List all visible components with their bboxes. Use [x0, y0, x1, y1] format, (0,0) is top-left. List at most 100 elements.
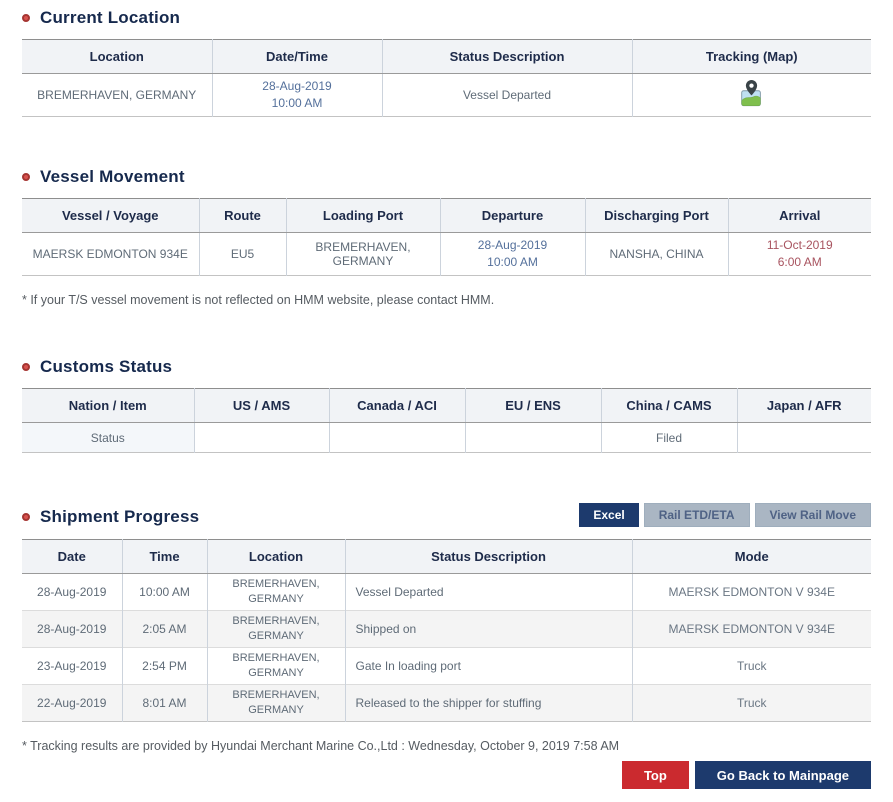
- section-title: Vessel Movement: [40, 167, 185, 186]
- time-cell: 8:01 AM: [121, 684, 207, 722]
- canada-aci-status-cell: [328, 422, 465, 453]
- table-row: BREMERHAVEN, GERMANY 28-Aug-2019 10:00 A…: [22, 73, 871, 117]
- loading-port-cell: BREMERHAVEN, GERMANY: [285, 232, 440, 276]
- table-row: 22-Aug-2019 8:01 AM BREMERHAVEN, GERMANY…: [22, 684, 871, 722]
- column-header-datetime: Date/Time: [211, 39, 382, 74]
- china-cams-status-cell: Filed: [600, 422, 737, 453]
- column-header-status-description: Status Description: [344, 539, 632, 574]
- section-title: Current Location: [40, 8, 181, 27]
- column-header-tracking-map: Tracking (Map): [631, 39, 871, 74]
- location-line: GERMANY: [248, 630, 304, 642]
- time-cell: 10:00 AM: [121, 573, 207, 611]
- date-cell: 23-Aug-2019: [22, 647, 122, 685]
- section-bullet-icon: [22, 14, 30, 22]
- customs-status-section: Customs Status Nation / Item US / AMS Ca…: [22, 357, 871, 453]
- date-cell: 28-Aug-2019: [22, 610, 122, 648]
- mode-cell: MAERSK EDMONTON V 934E: [631, 610, 871, 648]
- location-cell: BREMERHAVEN, GERMANY: [206, 573, 345, 611]
- column-header-departure: Departure: [439, 198, 585, 233]
- time-text: 6:00 AM: [777, 255, 822, 269]
- location-cell: BREMERHAVEN, GERMANY: [206, 610, 345, 648]
- status-description-cell: Vessel Departed: [344, 573, 632, 611]
- column-header-date: Date: [22, 539, 122, 574]
- vessel-voyage-cell: MAERSK EDMONTON 934E: [22, 232, 199, 276]
- go-back-to-mainpage-button[interactable]: Go Back to Mainpage: [694, 761, 871, 789]
- section-bullet-icon: [22, 363, 30, 371]
- table-row: 28-Aug-2019 10:00 AM BREMERHAVEN, GERMAN…: [22, 573, 871, 611]
- shipment-progress-table: Date Time Location Status Description Mo…: [22, 539, 871, 722]
- tracking-map-cell: [631, 73, 871, 117]
- mode-cell: Truck: [631, 647, 871, 685]
- column-header-japan-afr: Japan / AFR: [736, 388, 871, 423]
- tracking-results-note: * Tracking results are provided by Hyund…: [22, 739, 620, 753]
- column-header-mode: Mode: [631, 539, 871, 574]
- table-row: Status Filed: [22, 422, 871, 453]
- location-line: GERMANY: [248, 667, 304, 679]
- datetime-cell: 28-Aug-2019 10:00 AM: [211, 73, 382, 117]
- column-header-discharging-port: Discharging Port: [584, 198, 728, 233]
- mode-cell: MAERSK EDMONTON V 934E: [631, 573, 871, 611]
- time-cell: 2:54 PM: [121, 647, 207, 685]
- time-cell: 2:05 AM: [121, 610, 207, 648]
- status-description-cell: Vessel Departed: [381, 73, 632, 117]
- column-header-location: Location: [206, 539, 345, 574]
- status-description-cell: Gate In loading port: [344, 647, 632, 685]
- customs-status-heading: Customs Status: [22, 357, 871, 377]
- section-title: Shipment Progress: [40, 507, 200, 526]
- japan-afr-status-cell: [736, 422, 871, 453]
- status-description-cell: Released to the shipper for stuffing: [344, 684, 632, 722]
- vessel-movement-section: Vessel Movement Vessel / Voyage Route Lo…: [22, 167, 871, 307]
- column-header-route: Route: [198, 198, 286, 233]
- column-header-china-cams: China / CAMS: [600, 388, 737, 423]
- location-cell: BREMERHAVEN, GERMANY: [206, 647, 345, 685]
- discharging-port-cell: NANSHA, CHINA: [584, 232, 728, 276]
- location-line: BREMERHAVEN,: [232, 578, 320, 591]
- column-header-eu-ens: EU / ENS: [464, 388, 601, 423]
- date-cell: 28-Aug-2019: [22, 573, 122, 611]
- date-text: 28-Aug-2019: [477, 238, 548, 253]
- rail-etd-eta-button[interactable]: Rail ETD/ETA: [643, 503, 750, 527]
- time-text: 10:00 AM: [487, 255, 538, 269]
- vessel-movement-table: Vessel / Voyage Route Loading Port Depar…: [22, 198, 871, 276]
- map-pin-icon[interactable]: [740, 79, 763, 108]
- date-text: 11-Oct-2019: [766, 238, 833, 253]
- current-location-table: Location Date/Time Status Description Tr…: [22, 39, 871, 117]
- date-text: 28-Aug-2019: [262, 79, 332, 94]
- location-line: BREMERHAVEN,: [232, 615, 320, 628]
- location-cell: BREMERHAVEN, GERMANY: [206, 684, 345, 722]
- location-line: BREMERHAVEN,: [232, 652, 320, 665]
- location-line: BREMERHAVEN,: [232, 689, 320, 702]
- table-row: 23-Aug-2019 2:54 PM BREMERHAVEN, GERMANY…: [22, 647, 871, 685]
- us-ams-status-cell: [193, 422, 329, 453]
- column-header-canada-aci: Canada / ACI: [328, 388, 465, 423]
- table-row: MAERSK EDMONTON 934E EU5 BREMERHAVEN, GE…: [22, 232, 871, 276]
- column-header-us-ams: US / AMS: [193, 388, 329, 423]
- arrival-cell: 11-Oct-2019 6:00 AM: [727, 232, 871, 276]
- shipment-progress-heading: Shipment Progress: [22, 507, 199, 527]
- column-header-loading-port: Loading Port: [285, 198, 440, 233]
- status-description-cell: Shipped on: [344, 610, 632, 648]
- eu-ens-status-cell: [464, 422, 601, 453]
- section-bullet-icon: [22, 513, 30, 521]
- departure-cell: 28-Aug-2019 10:00 AM: [439, 232, 585, 276]
- excel-button[interactable]: Excel: [579, 503, 639, 527]
- mode-cell: Truck: [631, 684, 871, 722]
- column-header-location: Location: [22, 39, 212, 74]
- section-bullet-icon: [22, 173, 30, 181]
- top-button[interactable]: Top: [621, 761, 689, 789]
- route-cell: EU5: [198, 232, 286, 276]
- shipment-progress-section: Shipment Progress Excel Rail ETD/ETA Vie…: [22, 503, 871, 722]
- location-line: GERMANY: [248, 593, 304, 605]
- date-cell: 22-Aug-2019: [22, 684, 122, 722]
- table-row: 28-Aug-2019 2:05 AM BREMERHAVEN, GERMANY…: [22, 610, 871, 648]
- view-rail-move-button[interactable]: View Rail Move: [754, 503, 871, 527]
- column-header-status-description: Status Description: [381, 39, 632, 74]
- status-row-label: Status: [22, 422, 194, 453]
- column-header-time: Time: [121, 539, 207, 574]
- location-line: GERMANY: [248, 704, 304, 716]
- location-cell: BREMERHAVEN, GERMANY: [22, 73, 212, 117]
- column-header-arrival: Arrival: [727, 198, 871, 233]
- column-header-vessel-voyage: Vessel / Voyage: [22, 198, 199, 233]
- current-location-section: Current Location Location Date/Time Stat…: [22, 8, 871, 117]
- customs-status-table: Nation / Item US / AMS Canada / ACI EU /…: [22, 388, 871, 453]
